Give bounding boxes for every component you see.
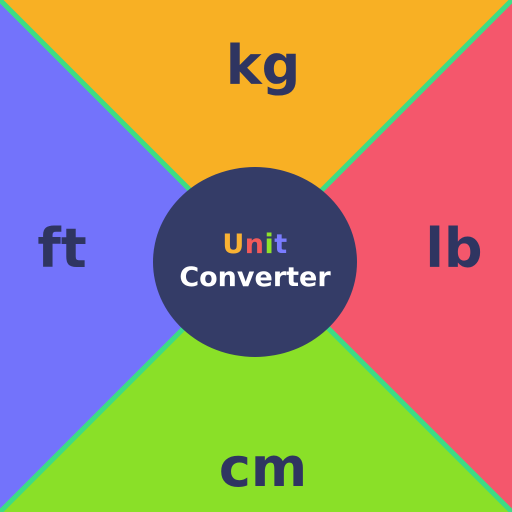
title-letter-i: i [264, 229, 275, 260]
app-title: Unit Converter [179, 229, 330, 295]
unit-label-cm: cm [218, 436, 308, 499]
unit-label-lb: lb [425, 217, 483, 280]
app-title-converter: Converter [179, 262, 331, 293]
title-letter-t: t [274, 229, 288, 260]
bottom-quadrant [0, 256, 512, 512]
title-letter-u: U [222, 229, 245, 260]
unit-label-ft: ft [37, 217, 87, 280]
right-quadrant [256, 0, 512, 512]
title-letter-n: n [244, 229, 265, 260]
unit-label-kg: kg [225, 34, 301, 97]
center-badge: Unit Converter [153, 167, 357, 357]
top-quadrant [0, 0, 512, 256]
left-quadrant [0, 0, 256, 512]
app-title-unit: Unit [179, 229, 330, 261]
